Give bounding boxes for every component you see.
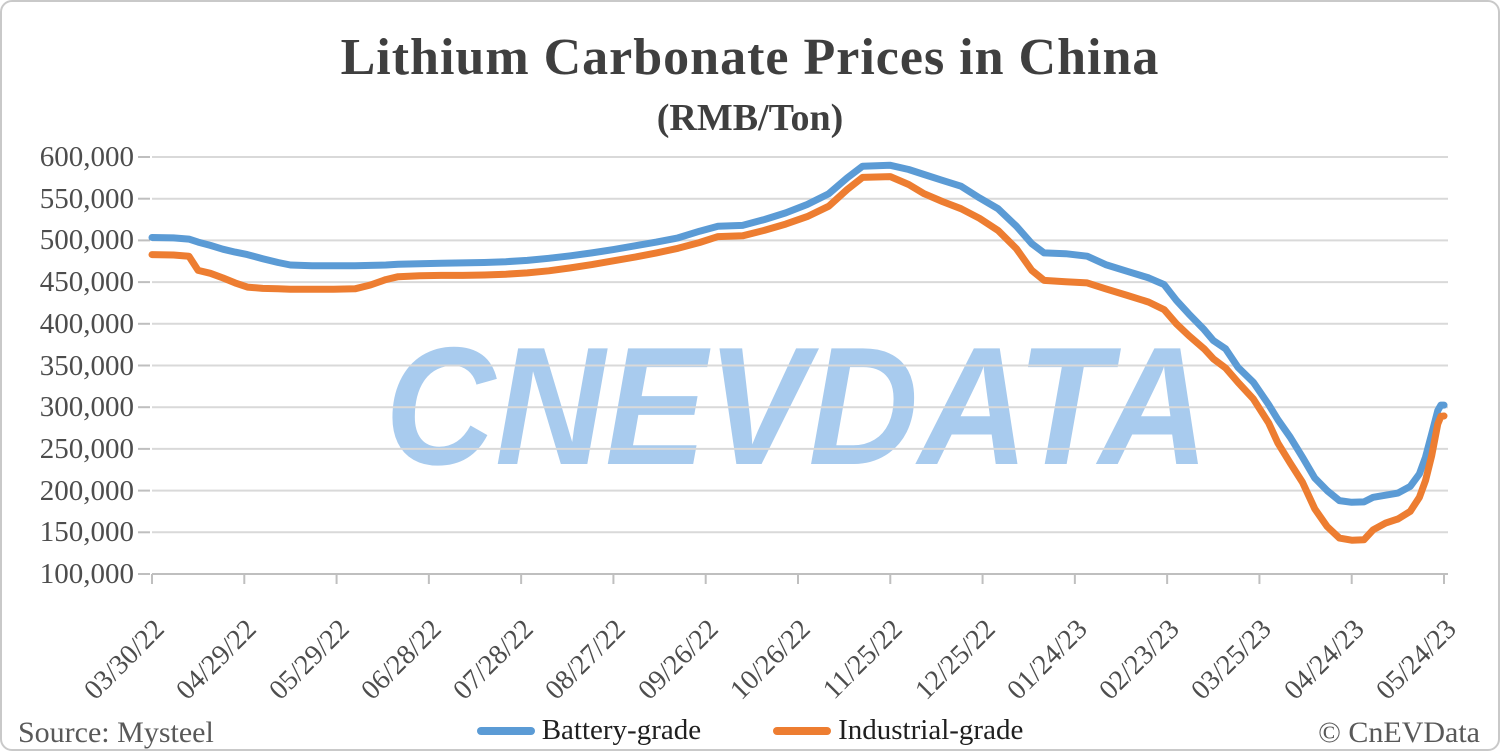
y-tick-label: 500,000 <box>39 224 134 257</box>
y-tick-label: 200,000 <box>39 474 134 507</box>
legend-item-battery-grade: Battery-grade <box>476 714 702 747</box>
y-tick-label: 100,000 <box>39 558 134 590</box>
y-tick-label: 250,000 <box>39 432 134 465</box>
y-tick-label: 300,000 <box>39 391 134 424</box>
legend-label: Industrial-grade <box>838 714 1024 746</box>
legend-swatch <box>476 726 535 735</box>
series-line-battery-grade <box>148 161 1448 506</box>
series-line-industrial-grade <box>148 173 1448 544</box>
y-tick-label: 150,000 <box>39 516 134 549</box>
y-tick-label: 550,000 <box>39 182 134 215</box>
chart-subtitle: (RMB/Ton) <box>656 97 844 139</box>
watermark: CNEVDATA <box>385 312 1209 500</box>
chart-title: Lithium Carbonate Prices in China <box>340 29 1160 86</box>
y-tick-label: 600,000 <box>39 141 134 173</box>
y-tick-label: 400,000 <box>39 307 134 340</box>
y-tick-label: 350,000 <box>39 349 134 382</box>
copyright-label: © CnEVData <box>1318 716 1480 749</box>
legend-item-industrial-grade: Industrial-grade <box>773 714 1023 747</box>
source-label: Source: Mysteel <box>18 716 214 749</box>
chart-legend: Battery-grade Industrial-grade <box>2 714 1498 747</box>
legend-swatch <box>773 726 832 735</box>
y-tick-label: 450,000 <box>39 266 134 299</box>
legend-label: Battery-grade <box>541 714 702 746</box>
